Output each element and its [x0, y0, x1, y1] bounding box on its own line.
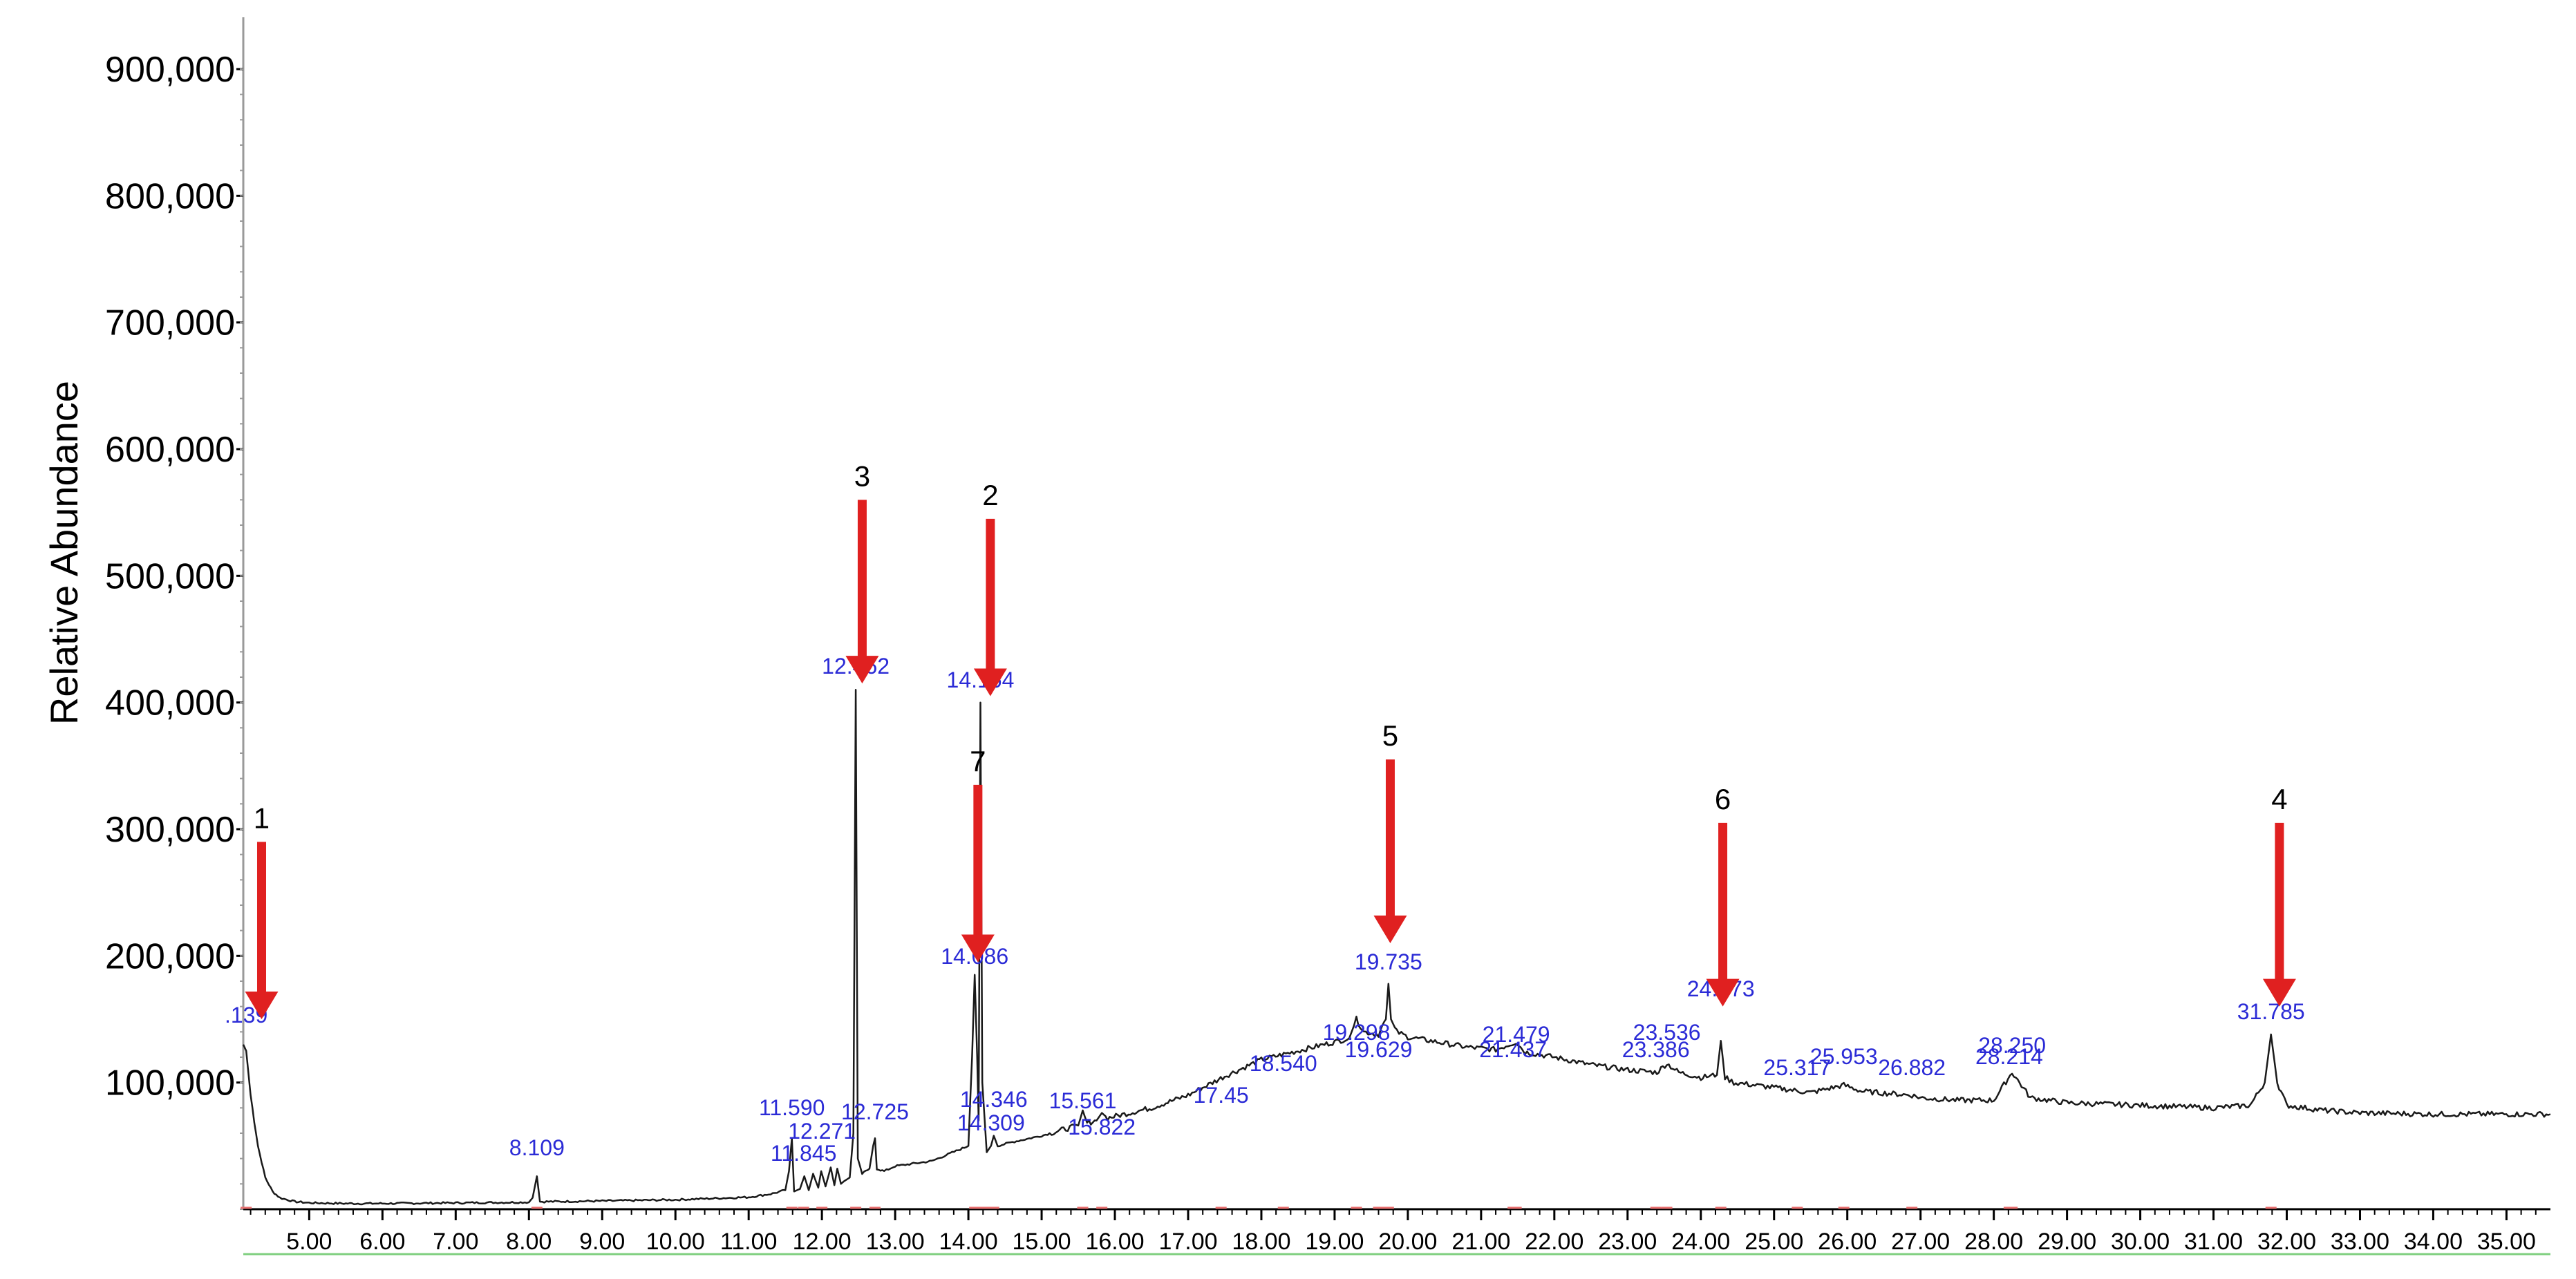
x-tick-label: 16.00	[1085, 1229, 1144, 1255]
y-tick-label: 800,000	[105, 176, 235, 216]
peak-label: 23.386	[1622, 1037, 1690, 1062]
peak-label: 19.735	[1355, 949, 1422, 974]
x-tick-label: 12.00	[793, 1229, 852, 1255]
x-tick-label: 24.00	[1671, 1229, 1730, 1255]
annotation-arrow-1: 1	[245, 802, 279, 1019]
y-tick-label: 900,000	[105, 50, 235, 90]
annotation-number: 7	[970, 745, 986, 777]
y-tick-label: 700,000	[105, 303, 235, 343]
x-tick-label: 28.00	[1964, 1229, 2023, 1255]
y-tick-label: 500,000	[105, 556, 235, 596]
peak-label: 25.317	[1763, 1055, 1831, 1080]
x-tick-label: 18.00	[1232, 1229, 1290, 1255]
peak-label: 14.346	[960, 1087, 1028, 1112]
peak-label: 23.536	[1633, 1020, 1701, 1045]
x-tick-label: 14.00	[939, 1229, 998, 1255]
tic-trace-line	[242, 689, 2551, 1206]
peak-label: 25.953	[1810, 1044, 1878, 1069]
annotation-number: 4	[2271, 783, 2287, 815]
x-axis: 5.00 6.00 7.00 8.00 9.00 10.00 11.00 12.00 13.00…	[243, 1208, 2550, 1255]
x-tick-label: 29.00	[2038, 1229, 2096, 1255]
x-tick-label: 15.00	[1013, 1229, 1071, 1255]
peak-label: 17.45	[1194, 1083, 1249, 1108]
peak-label: 31.785	[2237, 999, 2305, 1024]
annotation-arrow-7: 7	[961, 745, 995, 963]
x-tick-label: 7.00	[433, 1229, 478, 1255]
x-tick-label: 9.00	[579, 1229, 625, 1255]
peak-label: 11.845	[771, 1141, 837, 1166]
annotation-number: 1	[254, 802, 270, 834]
y-tick-label: 200,000	[105, 936, 235, 976]
annotation-number: 6	[1715, 783, 1731, 815]
y-tick-label: 600,000	[105, 430, 235, 470]
x-tick-label: 6.00	[359, 1229, 405, 1255]
x-tick-label: 30.00	[2111, 1229, 2170, 1255]
x-tick-label: 13.00	[866, 1229, 925, 1255]
x-tick-label: 8.00	[506, 1229, 552, 1255]
annotation-arrow-4: 4	[2262, 783, 2296, 1007]
peak-label: 19.298	[1323, 1020, 1391, 1045]
peak-annotations: 1 3 2 7 5 6 4	[245, 460, 2296, 1019]
annotation-arrow-5: 5	[1373, 719, 1407, 943]
annotation-arrow-3: 3	[845, 460, 879, 684]
peak-label: 28.250	[1978, 1033, 2046, 1058]
arrow-head	[2262, 978, 2296, 1007]
arrow-head	[973, 668, 1007, 697]
x-tick-label: 21.00	[1451, 1229, 1510, 1255]
x-tick-label: 20.00	[1378, 1229, 1437, 1255]
arrow-head	[1373, 916, 1407, 943]
arrow-head	[845, 656, 879, 684]
annotation-arrow-6: 6	[1706, 783, 1740, 1007]
tic-trace	[241, 689, 2551, 1209]
annotation-number: 2	[982, 479, 998, 511]
x-tick-label: 22.00	[1525, 1229, 1583, 1255]
peak-label: 11.590	[759, 1095, 825, 1120]
peak-label: 26.882	[1878, 1055, 1946, 1080]
peak-label: 15.822	[1068, 1115, 1136, 1139]
arrow-head	[1706, 978, 1740, 1007]
annotation-arrow-2: 2	[973, 479, 1007, 697]
peak-label: 19.629	[1345, 1037, 1413, 1062]
peak-label: 18.540	[1250, 1051, 1317, 1076]
y-tick-label: 300,000	[105, 810, 235, 850]
peak-label: 14.309	[957, 1110, 1025, 1135]
x-tick-label: 25.00	[1745, 1229, 1803, 1255]
x-tick-label: 32.00	[2257, 1229, 2316, 1255]
x-tick-label: 11.00	[720, 1229, 778, 1255]
peak-label: 8.109	[509, 1135, 565, 1160]
y-axis-label: Relative Abundance	[42, 381, 86, 725]
peak-label: 12.725	[841, 1099, 909, 1124]
x-tick-label: 27.00	[1891, 1229, 1950, 1255]
y-axis: 100,000 200,000 300,000 400,000 500,000 600,0…	[105, 17, 245, 1210]
x-tick-label: 35.00	[2477, 1229, 2536, 1255]
peak-label: 28.214	[1975, 1044, 2043, 1069]
y-tick-label: 400,000	[105, 683, 235, 723]
x-tick-label: 33.00	[2331, 1229, 2389, 1255]
x-tick-label: 23.00	[1598, 1229, 1657, 1255]
x-tick-label: 31.00	[2184, 1229, 2243, 1255]
peak-labels: .1398.10911.59011.84512.27112.46212.7251…	[225, 654, 2305, 1166]
annotation-number: 5	[1382, 719, 1398, 752]
x-tick-label: 34.00	[2404, 1229, 2463, 1255]
x-tick-label: 10.00	[646, 1229, 705, 1255]
x-tick-label: 17.00	[1158, 1229, 1217, 1255]
peak-label: 21.479	[1483, 1022, 1550, 1047]
arrow-head	[961, 934, 995, 963]
arrow-head	[245, 992, 279, 1019]
peak-label: 15.561	[1049, 1088, 1117, 1113]
x-tick-label: 26.00	[1818, 1229, 1877, 1255]
y-tick-label: 100,000	[105, 1063, 235, 1103]
annotation-number: 3	[854, 460, 870, 492]
peak-label: 21.437	[1479, 1037, 1547, 1062]
x-tick-label: 5.00	[286, 1229, 332, 1255]
peak-label: 12.271	[788, 1119, 856, 1144]
x-tick-label: 19.00	[1305, 1229, 1364, 1255]
